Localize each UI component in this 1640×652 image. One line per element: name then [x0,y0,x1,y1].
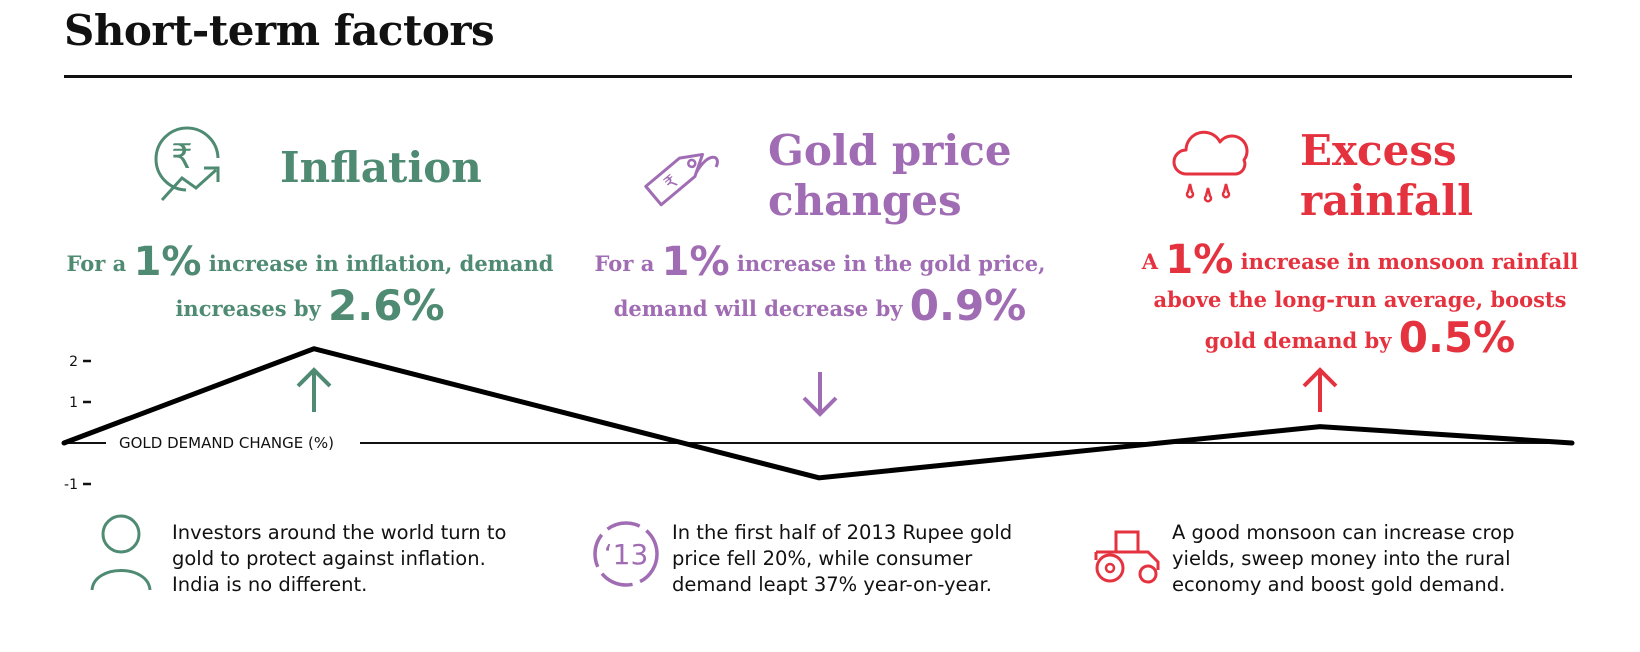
tractor-icon [1094,530,1160,584]
gold-price-stmt-result: 0.9% [909,281,1027,330]
y-tick-label-2: -1 [64,477,78,493]
inflation-stmt-line2: increases by [175,296,321,321]
inflation-note-line2: gold to protect against inflation. [172,547,486,570]
inflation-stmt-pre: For a [66,251,127,276]
title-rule [64,75,1572,78]
gold-price-title-line1: Gold price [768,126,1012,175]
rainfall-note: A good monsoon can increase crop yields,… [1172,520,1514,598]
gold-price-note-line1: In the first half of 2013 Rupee gold [672,521,1013,544]
rainfall-title-line1: Excess [1300,126,1457,175]
axis-label-background [106,433,360,453]
gold-price-stmt-mid: increase in the gold price, [736,251,1046,276]
inflation-title: Inflation [280,143,482,192]
gold-price-stmt-line2: demand will decrease by [613,296,903,321]
rupee-growth-icon: ₹ [154,126,220,202]
year-2013-badge-text: ‘13 [604,538,649,571]
rainfall-note-line2: yields, sweep money into the rural [1172,547,1511,570]
rainfall-note-line1: A good monsoon can increase crop [1172,521,1515,544]
y-axis-ticks: 2 1 -1 [64,354,91,493]
gold-price-stmt-pct: 1% [661,239,730,285]
rainfall-title: Excess rainfall [1300,126,1473,226]
rainfall-stmt-result: 0.5% [1398,313,1516,362]
year-2013-badge-icon: ‘13 [593,521,659,587]
y-tick-label-1: 1 [69,395,78,411]
rainfall-stmt-pre: A [1141,249,1159,274]
inflation-note-line1: Investors around the world turn to [172,521,507,544]
inflation-note: Investors around the world turn to gold … [172,520,506,598]
rainfall-stmt-mid: increase in monsoon rainfall [1240,249,1579,274]
price-tag-icon: ₹ [644,152,719,207]
y-axis-label: GOLD DEMAND CHANGE (%) [119,434,334,452]
inflation-note-line3: India is no different. [172,573,368,596]
series-line [61,346,1575,481]
rain-cloud-icon [1172,130,1249,203]
rainfall-note-line3: economy and boost gold demand. [1172,573,1506,596]
gold-price-title-line2: changes [768,176,962,225]
inflation-stmt-mid: increase in inflation, demand [208,251,554,276]
rainfall-statement: A 1% increase in monsoon rainfall above … [1080,240,1640,362]
gold-price-down-arrow-icon [802,372,838,417]
gold-price-note-line2: price fell 20%, while consumer [672,547,973,570]
gold-price-title: Gold price changes [768,126,1012,226]
rainfall-stmt-line3: gold demand by [1204,328,1392,353]
gold-price-statement: For a 1% increase in the gold price, dem… [570,241,1070,330]
inflation-up-arrow-icon [296,367,332,412]
rainfall-title-line2: rainfall [1300,176,1474,225]
inflation-statement: For a 1% increase in inflation, demand i… [60,241,560,330]
person-icon [90,514,152,591]
gold-price-note-line3: demand leapt 37% year-on-year. [672,573,992,596]
rainfall-stmt-pct: 1% [1165,237,1234,283]
inflation-stmt-result: 2.6% [328,281,445,330]
rainfall-up-arrow-icon [1302,367,1338,412]
inflation-stmt-pct: 1% [133,239,202,285]
rainfall-stmt-line2: above the long-run average, boosts [1153,287,1567,312]
gold-price-note: In the first half of 2013 Rupee gold pri… [672,520,1012,598]
y-tick-label-0: 2 [69,354,78,370]
svg-text:₹: ₹ [171,137,193,177]
page-title: Short-term factors [64,6,495,55]
gold-price-stmt-pre: For a [594,251,655,276]
